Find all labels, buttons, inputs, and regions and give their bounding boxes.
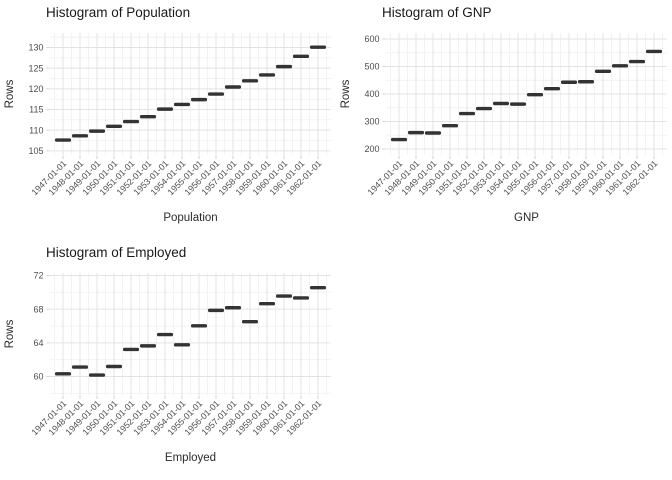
data-dash	[89, 129, 105, 133]
chart-employed: 606468721947-01-011948-01-011949-01-0119…	[30, 271, 331, 437]
y-tick-label: 115	[29, 105, 43, 115]
x-axis-title-employed: Employed	[164, 452, 217, 464]
data-dash	[425, 131, 441, 135]
data-dash	[510, 102, 526, 106]
data-dash	[89, 373, 105, 377]
x-axis-title-population: Population	[163, 212, 218, 224]
data-dash	[225, 306, 241, 310]
y-tick-label: 600	[364, 34, 379, 44]
data-dash	[174, 343, 190, 347]
y-tick-label: 60	[33, 372, 43, 382]
y-axis-title-employed: Rows	[4, 319, 16, 349]
data-dash	[493, 101, 509, 106]
y-tick-label: 120	[28, 84, 43, 94]
data-dash	[123, 119, 139, 124]
y-tick-label: 68	[33, 304, 43, 314]
chart-title-gnp: Histogram of GNP	[382, 5, 492, 20]
y-tick-label: 300	[364, 117, 379, 127]
data-dash	[527, 92, 543, 97]
data-dash	[72, 365, 88, 369]
data-dash	[140, 344, 156, 348]
data-dash	[208, 92, 224, 96]
x-axis-title-gnp: GNP	[514, 212, 539, 224]
y-tick-label: 125	[28, 63, 43, 73]
data-dash	[578, 80, 594, 84]
data-dash	[408, 130, 424, 135]
y-tick-label: 400	[364, 89, 379, 99]
data-dash	[259, 73, 275, 77]
y-axis-title-gnp: Rows	[340, 79, 352, 109]
chart-cell-gnp: 200 300 400 500 600 1947-01-01 1948-01-01 1949-…	[336, 0, 672, 240]
data-dash	[293, 296, 309, 300]
data-dash	[157, 107, 173, 111]
data-dash	[242, 319, 258, 324]
data-dash	[310, 45, 326, 49]
y-tick-label: 200	[364, 144, 379, 154]
y-tick-label: 105	[28, 146, 43, 156]
data-dash	[442, 124, 458, 128]
chart-title-employed: Histogram of Employed	[46, 245, 187, 260]
data-dash	[629, 59, 645, 64]
y-tick-label: 500	[364, 62, 379, 72]
data-dash	[55, 138, 71, 142]
data-dash	[293, 54, 309, 59]
data-dash	[391, 137, 407, 142]
y-tick-label: 110	[29, 125, 43, 135]
chart-cell-employed: 60 64 68 72 1947-01-01 1948-01-01 1949-01-01 19…	[0, 240, 336, 480]
data-dash	[476, 106, 492, 111]
data-dash	[174, 102, 190, 107]
data-dash	[157, 332, 173, 337]
data-dash	[612, 64, 628, 68]
data-dash	[140, 114, 156, 119]
y-tick-label: 130	[28, 43, 43, 53]
data-dash	[106, 124, 122, 129]
data-dash	[123, 347, 139, 352]
data-dash	[225, 85, 241, 89]
data-dash	[561, 80, 577, 84]
y-tick-label: 72	[33, 271, 43, 281]
data-dash	[72, 134, 88, 138]
data-dash	[259, 301, 275, 306]
data-dash	[595, 69, 611, 73]
data-dash	[544, 87, 560, 91]
data-dash	[242, 79, 258, 83]
data-dash	[191, 97, 207, 102]
data-dash	[310, 286, 326, 290]
data-dash	[276, 64, 292, 69]
data-dash	[106, 364, 122, 369]
chart-title-population: Histogram of Population	[46, 5, 191, 20]
data-dash	[646, 49, 662, 54]
chart-cell-population: 105 110 115 120 125 130 1947-01-01 1948-01-01 19…	[0, 0, 336, 240]
data-dash	[459, 111, 475, 116]
y-axis-title-population: Rows	[4, 79, 16, 109]
data-dash	[276, 294, 292, 298]
chart-gnp: 2003004005006001947-01-011948-01-011949-…	[364, 33, 667, 197]
data-dash	[208, 308, 224, 313]
data-dash	[191, 324, 207, 328]
chart-population: 1051101151201251301947-01-011948-01-0119…	[28, 33, 331, 197]
y-tick-label: 64	[33, 338, 43, 348]
data-dash	[55, 372, 71, 376]
empty-cell	[336, 240, 672, 480]
